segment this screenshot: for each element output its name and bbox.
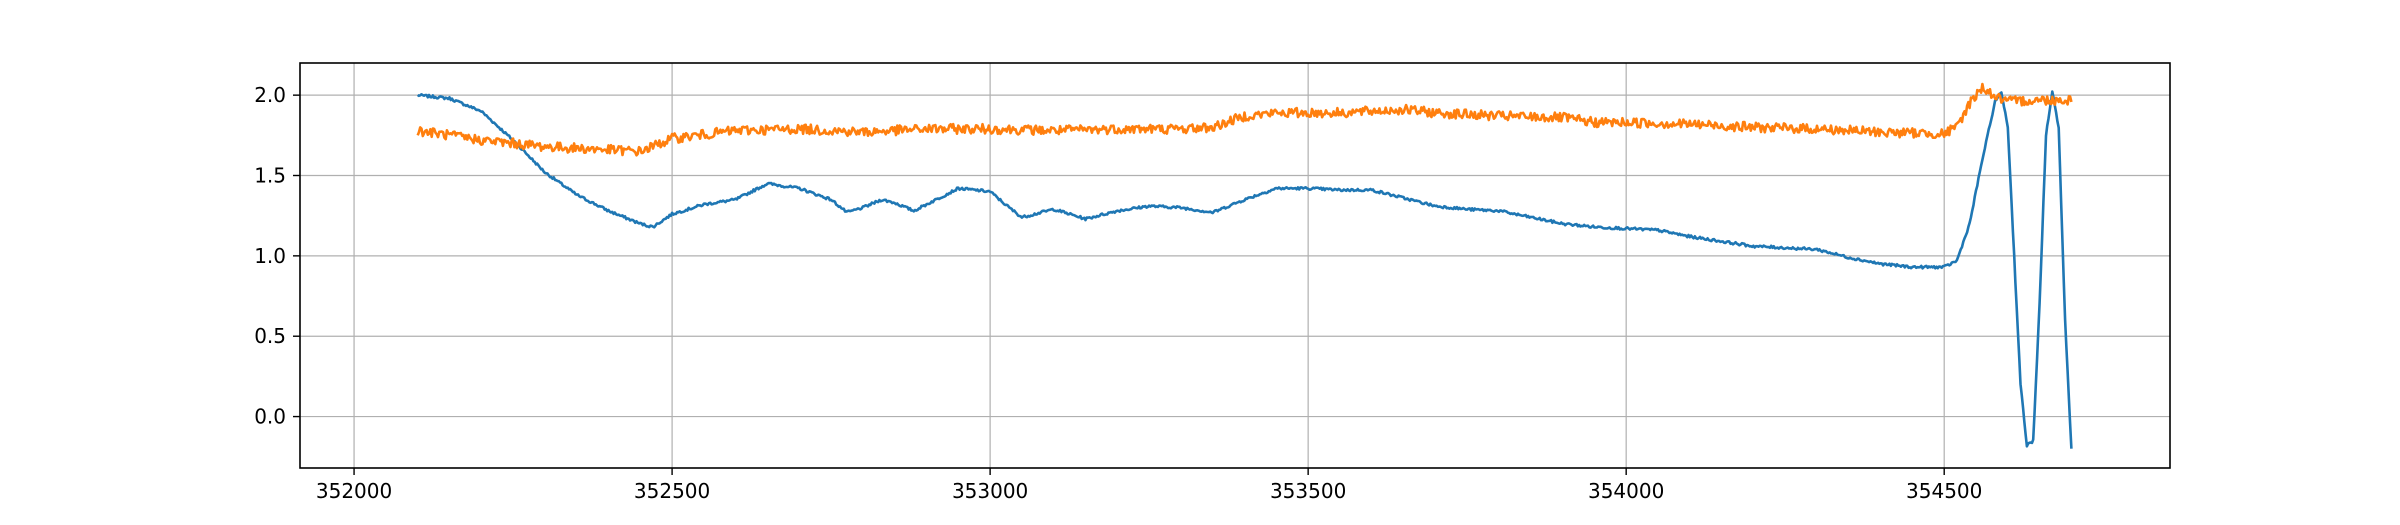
x-tick-label: 352000 [316, 479, 392, 503]
y-tick-label: 1.5 [254, 164, 286, 188]
series-line-0 [416, 90, 2073, 449]
x-tick-label: 354000 [1588, 479, 1664, 503]
plot-frame [299, 62, 2171, 469]
axis-ticks: 352000 352500 353000 353500 354000 354500 0.0 0… [254, 83, 1982, 503]
series-line-1 [416, 82, 2073, 157]
y-tick-label: 2.0 [254, 83, 286, 107]
x-tick-label: 353500 [1270, 479, 1346, 503]
y-tick-label: 0.0 [254, 405, 286, 429]
y-tick-label: 1.0 [254, 244, 286, 268]
x-tick-label: 354500 [1906, 479, 1982, 503]
series-lines [416, 82, 2073, 449]
x-tick-label: 353000 [952, 479, 1028, 503]
y-tick-label: 0.5 [254, 324, 286, 348]
x-tick-label: 352500 [634, 479, 710, 503]
